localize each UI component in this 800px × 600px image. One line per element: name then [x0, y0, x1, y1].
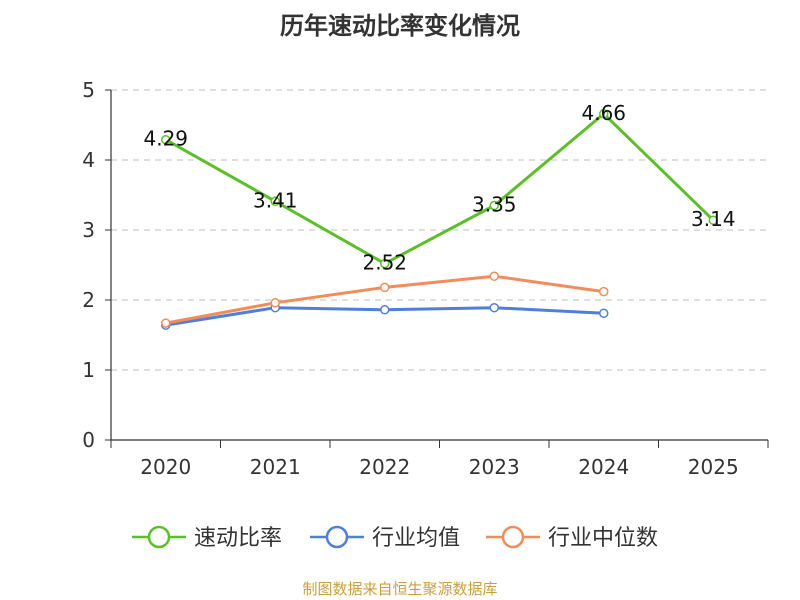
data-point-industry_avg: [599, 308, 609, 319]
legend-marker-quick_ratio: [147, 525, 171, 549]
data-point-quick_ratio: [270, 196, 280, 207]
series-line-quick_ratio: [165, 112, 715, 266]
source-note: 制图数据来自恒生聚源数据库: [302, 580, 498, 598]
data-label: 2.52: [362, 251, 407, 275]
y-tick-label: 0: [82, 428, 95, 452]
x-tick-label: 2025: [688, 455, 739, 479]
y-tick-label: 2: [82, 288, 95, 312]
y-tick-label: 3: [82, 218, 95, 242]
data-point-industry_median: [161, 318, 171, 328]
data-point-industry_median: [380, 282, 390, 293]
data-point-industry_avg: [489, 302, 499, 313]
legend-label-industry_avg: 行业均值: [372, 526, 460, 551]
legend-marker-industry_avg: [325, 525, 349, 549]
y-tick-label: 5: [82, 78, 95, 102]
data-point-quick_ratio: [380, 258, 390, 269]
x-tick-label: 2023: [469, 455, 520, 479]
data-point-industry_median: [270, 298, 280, 308]
data-point-quick_ratio: [489, 200, 499, 211]
x-tick-label: 2022: [359, 455, 410, 479]
data-point-industry_avg: [380, 305, 390, 315]
y-tick-label: 1: [82, 358, 95, 382]
data-point-quick_ratio: [161, 134, 171, 145]
x-tick-label: 2021: [250, 455, 301, 479]
legend-label-industry_median: 行业中位数: [548, 526, 658, 551]
data-point-quick_ratio: [599, 109, 609, 119]
data-label: 3.35: [472, 193, 517, 217]
data-point-industry_median: [599, 286, 609, 297]
legend-marker-industry_median: [501, 525, 525, 549]
data-point-industry_median: [489, 271, 499, 281]
chart-title: 历年速动比率变化情况: [280, 12, 520, 40]
y-tick-label: 4: [82, 148, 95, 172]
data-label: 3.14: [691, 207, 736, 231]
data-point-quick_ratio: [708, 215, 718, 225]
data-label: 3.41: [253, 188, 298, 212]
x-tick-label: 2020: [140, 455, 191, 479]
legend-label-quick_ratio: 速动比率: [194, 526, 282, 551]
x-tick-label: 2024: [578, 455, 629, 479]
data-label: 4.29: [143, 127, 188, 151]
data-label: 4.66: [581, 101, 626, 125]
